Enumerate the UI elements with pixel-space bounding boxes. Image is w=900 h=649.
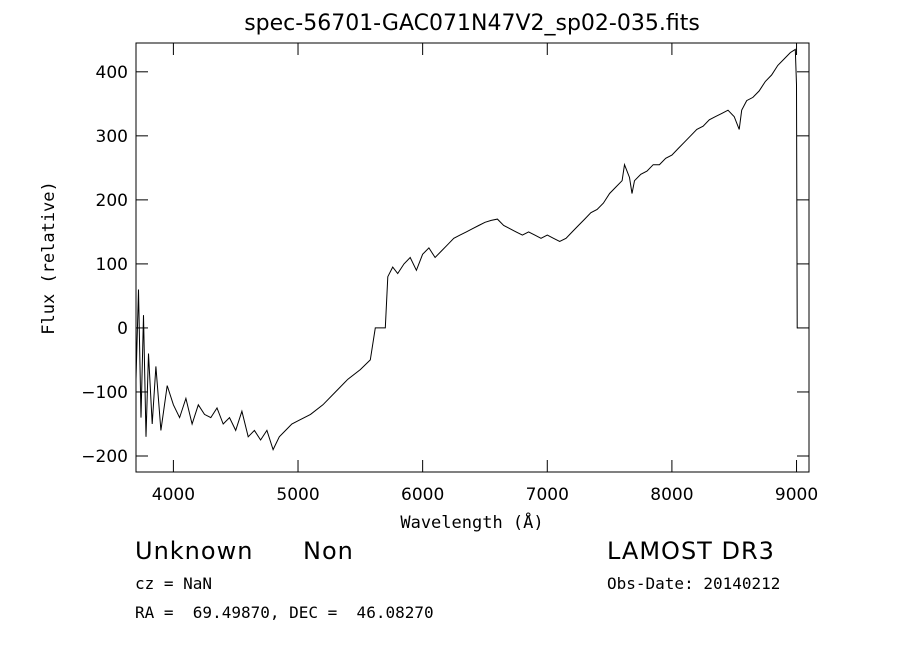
y-tick-label: 0	[117, 319, 128, 339]
x-axis-label: Wavelength (Å)	[400, 511, 543, 533]
y-tick-label: 200	[96, 191, 128, 211]
plot-frame	[135, 42, 810, 473]
x-tick-label: 4000	[152, 485, 195, 505]
coordinates: RA = 69.49870, DEC = 46.08270	[135, 603, 434, 622]
observation-date: Obs-Date: 20140212	[607, 574, 781, 593]
y-tick-label: −200	[81, 447, 128, 467]
y-tick-label: 100	[96, 255, 128, 275]
object-class: Unknown	[135, 537, 254, 565]
survey-name: LAMOST DR3	[607, 537, 775, 565]
x-tick-label: 8000	[650, 485, 693, 505]
y-tick-label: 300	[96, 127, 128, 147]
x-tick-label: 6000	[401, 485, 444, 505]
y-axis: −200 −100 0 100 200 300 400	[81, 63, 809, 467]
x-tick-label: 7000	[526, 485, 569, 505]
chart-title: spec-56701-GAC071N47V2_sp02-035.fits	[244, 11, 700, 36]
object-subclass: Non	[303, 537, 354, 565]
redshift-value: cz = NaN	[135, 574, 213, 593]
y-tick-label: −100	[81, 383, 128, 403]
x-tick-label: 5000	[276, 485, 319, 505]
y-tick-label: 400	[96, 63, 128, 83]
spectrum-line	[135, 48, 798, 451]
y-axis-label: Flux (relative)	[39, 181, 59, 335]
x-tick-label: 9000	[775, 485, 818, 505]
x-axis: 4000 5000 6000 7000 8000 9000	[152, 43, 818, 505]
